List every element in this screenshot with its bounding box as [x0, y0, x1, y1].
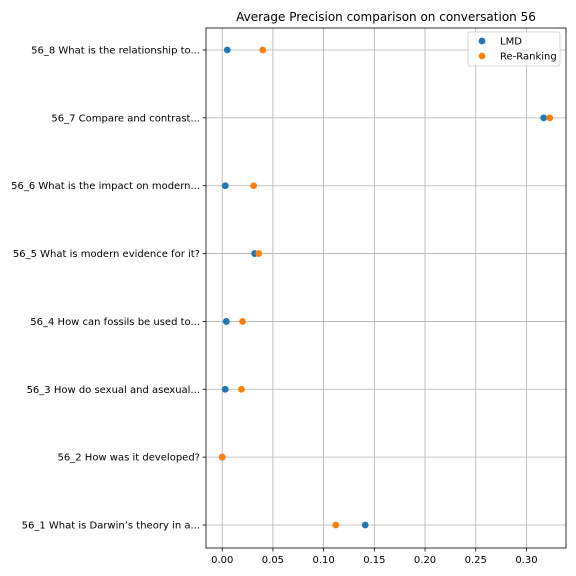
point-re-ranking-8: [259, 46, 267, 54]
legend-box: [467, 31, 561, 67]
point-re-ranking-5: [255, 250, 263, 257]
point-lmd-4: [222, 318, 230, 325]
y-tick-label: 56_5 What is modern evidence for it?: [13, 249, 200, 260]
x-tick-label: 0.30: [515, 555, 537, 566]
x-tick-label: 0.20: [414, 555, 436, 566]
legend-label: Re-Ranking: [500, 52, 557, 63]
x-tick-label: 0.00: [211, 555, 233, 566]
plot-frame: [205, 27, 567, 549]
point-re-ranking-1: [332, 521, 340, 529]
x-tick-label: 0.25: [465, 555, 487, 566]
x-tick-label: 0.15: [363, 555, 385, 566]
chart-title: Average Precision comparison on conversa…: [236, 10, 536, 24]
point-lmd-1: [361, 521, 369, 529]
y-tick-label: 56_7 Compare and contrast...: [51, 113, 200, 124]
point-re-ranking-3: [238, 385, 245, 393]
x-tick-label: 0.10: [313, 555, 335, 566]
y-tick-label: 56_2 How was it developed?: [58, 453, 200, 464]
legend-marker: [478, 52, 486, 60]
x-tick-label: 0.05: [262, 555, 284, 566]
y-axis: 56_1 What is Darwin’s theory in a... 56_2…: [11, 46, 206, 532]
y-tick-label: 56_3 How do sexual and asexual...: [27, 385, 200, 396]
y-tick-label: 56_1 What is Darwin’s theory in a...: [22, 521, 200, 532]
legend-label: LMD: [500, 37, 522, 48]
y-tick-label: 56_8 What is the relationship to...: [31, 46, 200, 57]
point-re-ranking-2: [218, 453, 226, 461]
point-re-ranking-4: [239, 318, 246, 325]
point-lmd-6: [221, 182, 229, 190]
point-re-ranking-7: [546, 114, 554, 122]
point-lmd-7: [540, 114, 548, 122]
point-lmd-3: [221, 385, 229, 393]
point-lmd-8: [223, 46, 231, 54]
y-tick-label: 56_4 How can fossils be used to...: [30, 317, 200, 328]
grid-layer: [206, 28, 566, 548]
x-axis: 0.00 0.05 0.10 0.15 0.20 0.25 0.30: [211, 548, 538, 566]
point-re-ranking-6: [250, 182, 258, 190]
points-layer: [218, 46, 554, 529]
y-tick-label: 56_6 What is the impact on modern...: [11, 181, 200, 192]
legend-marker: [478, 37, 486, 45]
legend: LMD Re-Ranking: [467, 31, 561, 67]
